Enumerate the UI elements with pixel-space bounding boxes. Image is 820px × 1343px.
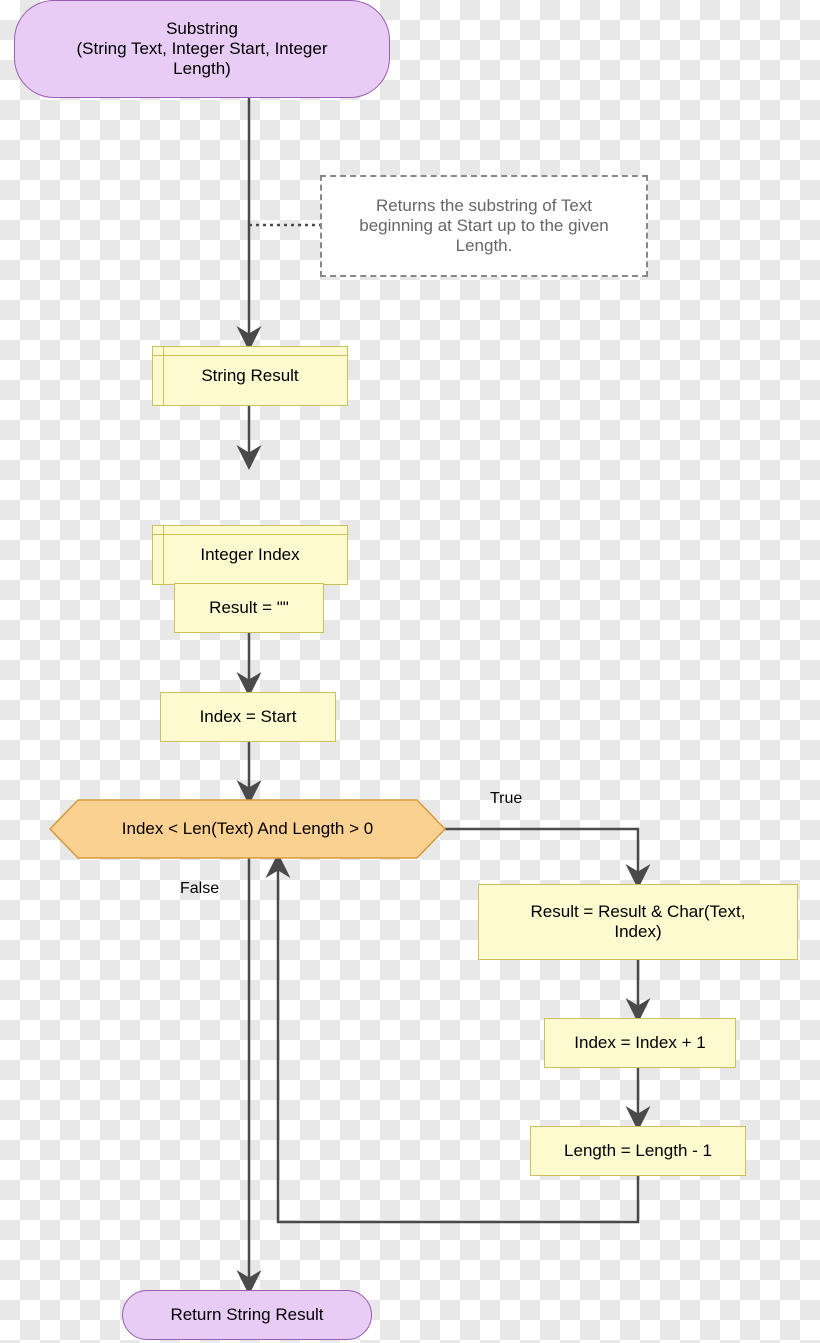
decision-text: Index < Len(Text) And Length > 0 xyxy=(50,800,445,858)
assign-result: Result = "" xyxy=(174,583,324,633)
loop-body-3: Length = Length - 1 xyxy=(530,1126,746,1176)
declare-result: String Result xyxy=(152,346,348,406)
loop-body-1: Result = Result & Char(Text,Index) xyxy=(478,884,798,960)
false-label: False xyxy=(180,880,219,898)
true-label: True xyxy=(490,790,522,808)
comment-box: Returns the substring of Textbeginning a… xyxy=(320,175,648,277)
loop-body-2: Index = Index + 1 xyxy=(544,1018,736,1068)
declare-index: Integer Index xyxy=(152,525,348,585)
start-terminal: Substring(String Text, Integer Start, In… xyxy=(14,0,390,98)
end-terminal: Return String Result xyxy=(122,1290,372,1340)
assign-index: Index = Start xyxy=(160,692,336,742)
